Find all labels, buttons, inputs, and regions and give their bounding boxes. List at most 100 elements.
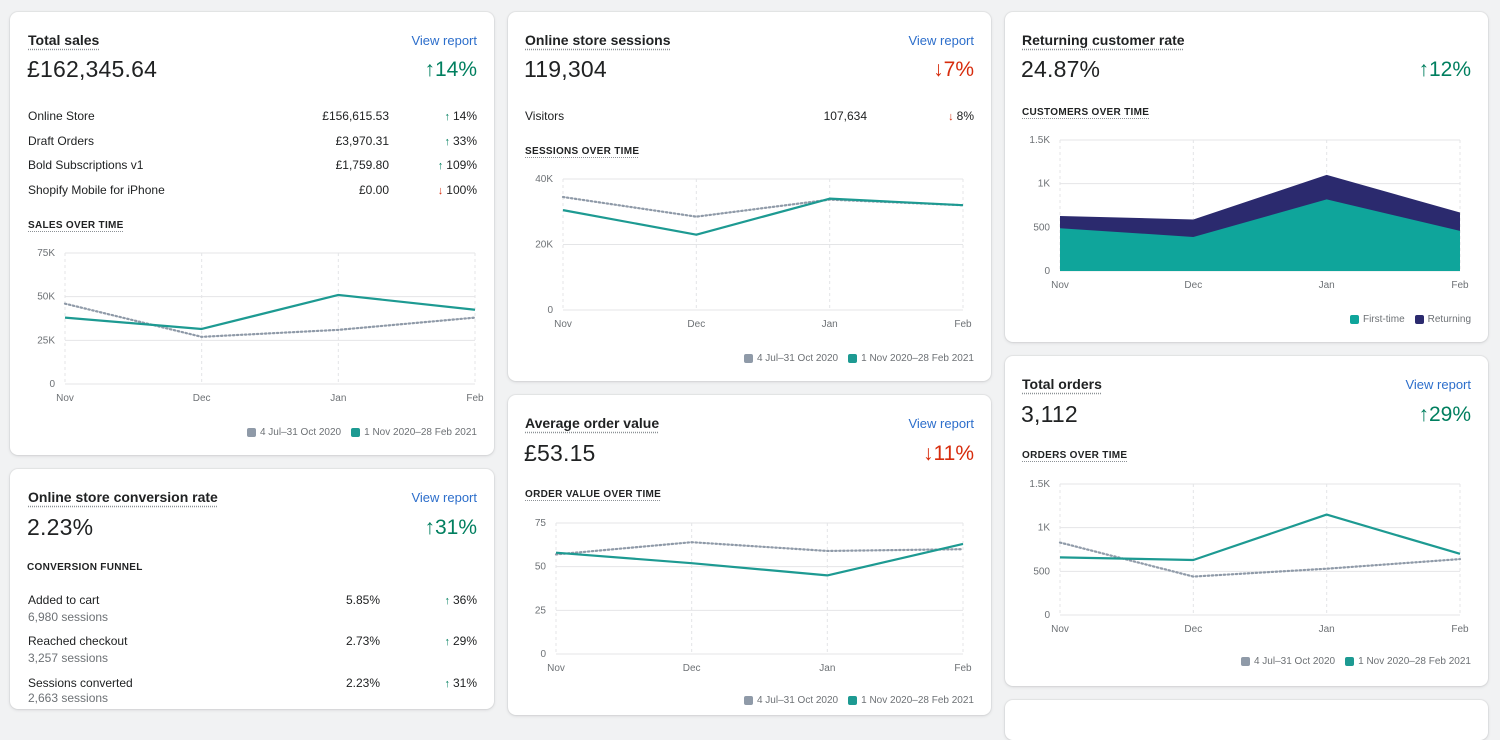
card-title[interactable]: Total orders — [1022, 376, 1102, 392]
arrow-up-icon: ↑ — [444, 595, 450, 607]
y-tick-label: 500 — [1033, 222, 1050, 233]
y-tick-label: 50 — [535, 562, 547, 573]
metric-value: 119,304 — [524, 56, 607, 83]
chart-title[interactable]: CUSTOMERS OVER TIME — [1022, 107, 1149, 118]
funnel-step-sessions: 3,257 sessions — [28, 651, 108, 665]
y-tick-label: 40K — [535, 174, 553, 185]
breakdown-delta: ↑ 33% — [444, 134, 477, 148]
breakdown-label: Draft Orders — [28, 134, 94, 148]
breakdown-delta: ↑ 14% — [444, 109, 477, 123]
average-order-value-card: Average order value View report £53.15 ↓… — [508, 395, 991, 715]
y-tick-label: 500 — [1033, 566, 1050, 577]
y-tick-label: 1.5K — [1029, 479, 1050, 490]
x-tick-label: Feb — [954, 319, 972, 330]
funnel-step-rate: 2.23% — [346, 676, 380, 690]
metric-value: 3,112 — [1021, 401, 1078, 428]
breakdown-value: £3,970.31 — [336, 134, 389, 148]
x-tick-label: Feb — [954, 663, 972, 674]
card-title[interactable]: Returning customer rate — [1022, 32, 1185, 48]
x-tick-label: Jan — [330, 393, 346, 404]
arrow-up-icon: ↑ — [1418, 403, 1429, 426]
funnel-step-delta: ↑ 31% — [444, 676, 477, 690]
view-report-link[interactable]: View report — [908, 416, 974, 431]
order-value-over-time-chart: 0 25 50 75 Nov Dec Jan Feb — [508, 511, 991, 681]
card-title[interactable]: Total sales — [28, 32, 99, 48]
y-tick-label: 0 — [1044, 266, 1050, 277]
view-report-link[interactable]: View report — [411, 33, 477, 48]
chart-title[interactable]: ORDERS OVER TIME — [1022, 450, 1127, 461]
legend-item-first-time[interactable]: First-time — [1350, 314, 1405, 325]
legend-item-returning[interactable]: Returning — [1415, 314, 1471, 325]
arrow-up-icon: ↑ — [424, 516, 435, 539]
x-tick-label: Nov — [1051, 280, 1069, 291]
chart-legend: 4 Jul–31 Oct 2020 1 Nov 2020–28 Feb 2021 — [247, 427, 477, 438]
x-tick-label: Dec — [193, 393, 211, 404]
x-tick-label: Jan — [822, 319, 838, 330]
legend-item-current[interactable]: 1 Nov 2020–28 Feb 2021 — [848, 695, 974, 706]
x-tick-label: Nov — [1051, 624, 1069, 635]
next-card — [1005, 700, 1488, 740]
arrow-up-icon: ↑ — [444, 111, 450, 123]
orders-over-time-chart: 0 500 1K 1.5K Nov Dec Jan Feb — [1005, 473, 1488, 643]
sales-over-time-chart: 0 25K 50K 75K Nov Dec Jan Feb — [10, 242, 494, 412]
chart-title[interactable]: SALES OVER TIME — [28, 220, 124, 231]
returning-customer-rate-card: Returning customer rate 24.87% ↑12% CUST… — [1005, 12, 1488, 342]
card-title[interactable]: Average order value — [525, 415, 659, 431]
funnel-title: CONVERSION FUNNEL — [27, 562, 143, 573]
metric-delta: ↓11% — [923, 442, 974, 466]
card-title[interactable]: Online store sessions — [525, 32, 671, 48]
visitors-value: 107,634 — [824, 109, 867, 123]
legend-item-previous[interactable]: 4 Jul–31 Oct 2020 — [744, 695, 838, 706]
y-tick-label: 75K — [37, 248, 55, 259]
chart-legend: 4 Jul–31 Oct 2020 1 Nov 2020–28 Feb 2021 — [744, 353, 974, 364]
chart-title[interactable]: ORDER VALUE OVER TIME — [525, 489, 661, 500]
series-line-current — [1060, 515, 1460, 560]
breakdown-label: Online Store — [28, 109, 95, 123]
chart-legend: 4 Jul–31 Oct 2020 1 Nov 2020–28 Feb 2021 — [1241, 656, 1471, 667]
metric-value: 2.23% — [27, 514, 93, 541]
view-report-link[interactable]: View report — [1405, 377, 1471, 392]
view-report-link[interactable]: View report — [908, 33, 974, 48]
metric-value: 24.87% — [1021, 56, 1100, 83]
total-sales-card: Total sales View report £162,345.64 ↑14%… — [10, 12, 494, 455]
x-tick-label: Dec — [1184, 624, 1202, 635]
x-tick-label: Feb — [1451, 624, 1469, 635]
chart-title[interactable]: SESSIONS OVER TIME — [525, 146, 639, 157]
x-tick-label: Dec — [683, 663, 701, 674]
funnel-step-rate: 2.73% — [346, 634, 380, 648]
legend-item-previous[interactable]: 4 Jul–31 Oct 2020 — [1241, 656, 1335, 667]
y-tick-label: 1K — [1038, 523, 1051, 534]
arrow-down-icon: ↓ — [933, 58, 944, 81]
arrow-down-icon: ↓ — [438, 185, 444, 197]
funnel-step-label: Added to cart — [28, 593, 99, 607]
series-line-previous — [563, 197, 963, 217]
sessions-card: Online store sessions View report 119,30… — [508, 12, 991, 381]
sessions-over-time-chart: 020K40KNov Dec Jan Feb — [508, 170, 991, 340]
funnel-step-delta: ↑ 29% — [444, 634, 477, 648]
x-tick-label: Feb — [1451, 280, 1469, 291]
legend-item-previous[interactable]: 4 Jul–31 Oct 2020 — [744, 353, 838, 364]
series-line-previous — [65, 304, 475, 337]
x-tick-label: Dec — [687, 319, 705, 330]
metric-delta: ↑12% — [1418, 58, 1471, 82]
legend-item-current[interactable]: 1 Nov 2020–28 Feb 2021 — [351, 427, 477, 438]
y-tick-label: 1.5K — [1029, 135, 1050, 146]
arrow-up-icon: ↑ — [1418, 58, 1429, 81]
view-report-link[interactable]: View report — [411, 490, 477, 505]
funnel-step-sessions: 2,663 sessions — [28, 691, 108, 705]
legend-item-current[interactable]: 1 Nov 2020–28 Feb 2021 — [848, 353, 974, 364]
metric-delta: ↑14% — [424, 58, 477, 82]
y-tick-label: 50K — [37, 292, 55, 303]
card-title[interactable]: Online store conversion rate — [28, 489, 218, 505]
legend-item-previous[interactable]: 4 Jul–31 Oct 2020 — [247, 427, 341, 438]
metric-delta: ↑31% — [424, 516, 477, 540]
x-tick-label: Nov — [56, 393, 74, 404]
y-tick-label: 0 — [1044, 610, 1050, 621]
funnel-step-label: Sessions converted — [28, 676, 133, 690]
total-orders-card: Total orders View report 3,112 ↑29% ORDE… — [1005, 356, 1488, 686]
breakdown-label: Shopify Mobile for iPhone — [28, 183, 165, 197]
legend-item-current[interactable]: 1 Nov 2020–28 Feb 2021 — [1345, 656, 1471, 667]
y-tick-label: 1K — [1038, 179, 1051, 190]
y-tick-label: 0 — [540, 649, 546, 660]
arrow-up-icon: ↑ — [424, 58, 435, 81]
